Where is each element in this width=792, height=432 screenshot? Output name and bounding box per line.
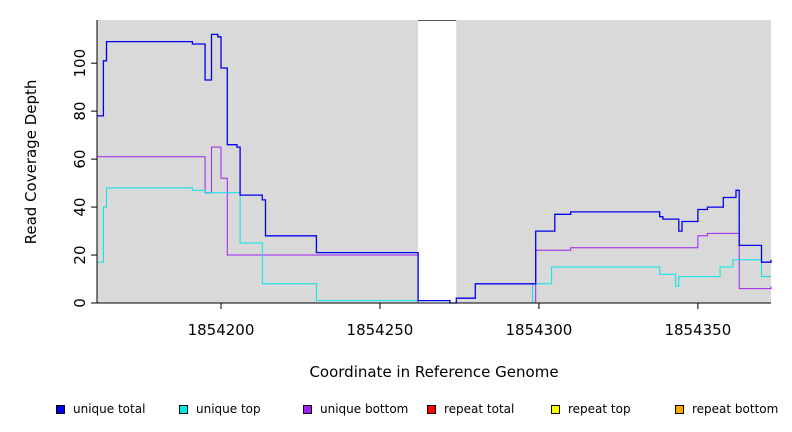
y-tick-label: 100 [71,49,89,78]
legend-item-repeat-bottom: repeat bottom [675,398,778,420]
x-axis-title: Coordinate in Reference Genome [309,363,558,381]
legend-label: unique top [196,402,261,416]
y-axis-title: Read Coverage Depth [22,80,40,245]
plot-background [97,20,771,303]
legend-swatch [551,404,560,414]
x-tick-label: 1854300 [506,321,573,339]
legend-item-unique-top: unique top [179,398,261,420]
x-tick-label: 1854250 [347,321,414,339]
legend-label: repeat top [568,402,631,416]
legend-label: unique bottom [320,402,409,416]
legend-swatch [427,404,436,414]
coverage-chart: 0 20 40 60 80 100 1854200 1854250 1854300 1854350… [22,20,772,381]
legend-item-unique-bottom: unique bottom [303,398,408,420]
legend-item-repeat-top: repeat top [551,398,631,420]
x-tick-label: 1854350 [664,321,731,339]
legend-swatch [303,404,312,414]
legend-item-unique-total: unique total [56,398,145,420]
y-tick-label: 40 [71,198,89,217]
legend-swatch [56,404,65,414]
x-tick-label: 1854200 [188,321,255,339]
y-tick-label: 20 [71,245,89,264]
background-panel-left [97,20,419,303]
legend-swatch [675,404,684,414]
legend-label: unique total [73,402,146,416]
axes: 0 20 40 60 80 100 1854200 1854250 1854300 1854350 [71,20,771,339]
legend-item-repeat-total: repeat total [427,398,514,420]
legend-label: repeat bottom [692,402,779,416]
background-panel-right [456,20,771,303]
legend-swatch [179,404,188,414]
chart-legend: unique total unique top unique bottom repea… [0,398,792,420]
y-tick-label: 0 [71,298,89,308]
y-tick-label: 60 [71,150,89,169]
legend-label: repeat total [444,402,515,416]
y-tick-label: 80 [71,102,89,121]
